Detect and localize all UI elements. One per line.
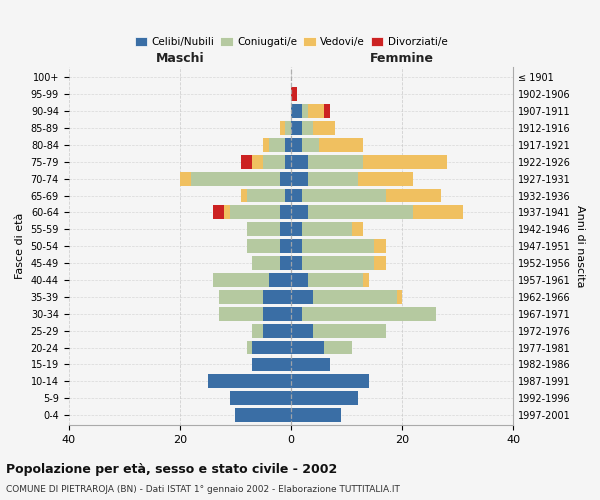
- Bar: [286, 155, 291, 168]
- Bar: [291, 273, 308, 287]
- Y-axis label: Fasce di età: Fasce di età: [15, 213, 25, 280]
- Text: COMUNE DI PIETRAROJA (BN) - Dati ISTAT 1° gennaio 2002 - Elaborazione TUTTITALIA: COMUNE DI PIETRAROJA (BN) - Dati ISTAT 1…: [6, 486, 400, 494]
- Bar: [180, 172, 191, 185]
- Bar: [224, 206, 230, 220]
- Bar: [286, 188, 291, 202]
- Bar: [313, 290, 397, 304]
- Bar: [291, 138, 302, 152]
- Bar: [291, 121, 302, 135]
- Bar: [241, 155, 252, 168]
- Bar: [302, 256, 374, 270]
- Bar: [374, 240, 386, 253]
- Bar: [308, 273, 363, 287]
- Bar: [286, 121, 291, 135]
- Bar: [280, 256, 291, 270]
- Bar: [280, 240, 291, 253]
- Bar: [280, 121, 286, 135]
- Bar: [219, 290, 263, 304]
- Bar: [247, 240, 280, 253]
- Bar: [291, 188, 302, 202]
- Bar: [252, 358, 291, 372]
- Bar: [291, 358, 330, 372]
- Bar: [235, 408, 291, 422]
- Bar: [291, 290, 313, 304]
- Bar: [291, 256, 302, 270]
- Bar: [252, 340, 291, 354]
- Bar: [213, 206, 224, 220]
- Bar: [302, 188, 386, 202]
- Bar: [263, 307, 291, 320]
- Bar: [291, 172, 308, 185]
- Bar: [269, 138, 286, 152]
- Bar: [302, 138, 319, 152]
- Text: Popolazione per età, sesso e stato civile - 2002: Popolazione per età, sesso e stato civil…: [6, 462, 337, 475]
- Bar: [363, 155, 446, 168]
- Text: Femmine: Femmine: [370, 52, 434, 64]
- Bar: [291, 307, 302, 320]
- Bar: [363, 273, 369, 287]
- Bar: [191, 172, 280, 185]
- Bar: [302, 307, 436, 320]
- Legend: Celibi/Nubili, Coniugati/e, Vedovi/e, Divorziati/e: Celibi/Nubili, Coniugati/e, Vedovi/e, Di…: [130, 33, 452, 52]
- Bar: [241, 188, 247, 202]
- Bar: [230, 392, 291, 405]
- Bar: [247, 188, 286, 202]
- Bar: [413, 206, 463, 220]
- Bar: [291, 340, 325, 354]
- Bar: [263, 155, 286, 168]
- Bar: [308, 172, 358, 185]
- Bar: [308, 155, 363, 168]
- Bar: [280, 222, 291, 236]
- Bar: [325, 340, 352, 354]
- Bar: [291, 222, 302, 236]
- Bar: [302, 121, 313, 135]
- Bar: [208, 374, 291, 388]
- Bar: [286, 138, 291, 152]
- Bar: [269, 273, 291, 287]
- Bar: [247, 222, 280, 236]
- Text: Maschi: Maschi: [155, 52, 204, 64]
- Bar: [230, 206, 280, 220]
- Bar: [302, 240, 374, 253]
- Bar: [263, 290, 291, 304]
- Bar: [247, 340, 252, 354]
- Bar: [291, 374, 369, 388]
- Bar: [252, 155, 263, 168]
- Bar: [263, 138, 269, 152]
- Bar: [219, 307, 263, 320]
- Y-axis label: Anni di nascita: Anni di nascita: [575, 205, 585, 288]
- Bar: [352, 222, 363, 236]
- Bar: [358, 172, 413, 185]
- Bar: [319, 138, 363, 152]
- Bar: [252, 324, 263, 338]
- Bar: [325, 104, 330, 118]
- Bar: [213, 273, 269, 287]
- Bar: [308, 104, 325, 118]
- Bar: [252, 256, 280, 270]
- Bar: [313, 324, 386, 338]
- Bar: [302, 104, 308, 118]
- Bar: [313, 121, 335, 135]
- Bar: [291, 104, 302, 118]
- Bar: [291, 87, 296, 101]
- Bar: [291, 206, 308, 220]
- Bar: [280, 206, 291, 220]
- Bar: [374, 256, 386, 270]
- Bar: [302, 222, 352, 236]
- Bar: [397, 290, 402, 304]
- Bar: [386, 188, 441, 202]
- Bar: [280, 172, 291, 185]
- Bar: [308, 206, 413, 220]
- Bar: [291, 240, 302, 253]
- Bar: [291, 408, 341, 422]
- Bar: [291, 155, 308, 168]
- Bar: [263, 324, 291, 338]
- Bar: [291, 392, 358, 405]
- Bar: [291, 324, 313, 338]
